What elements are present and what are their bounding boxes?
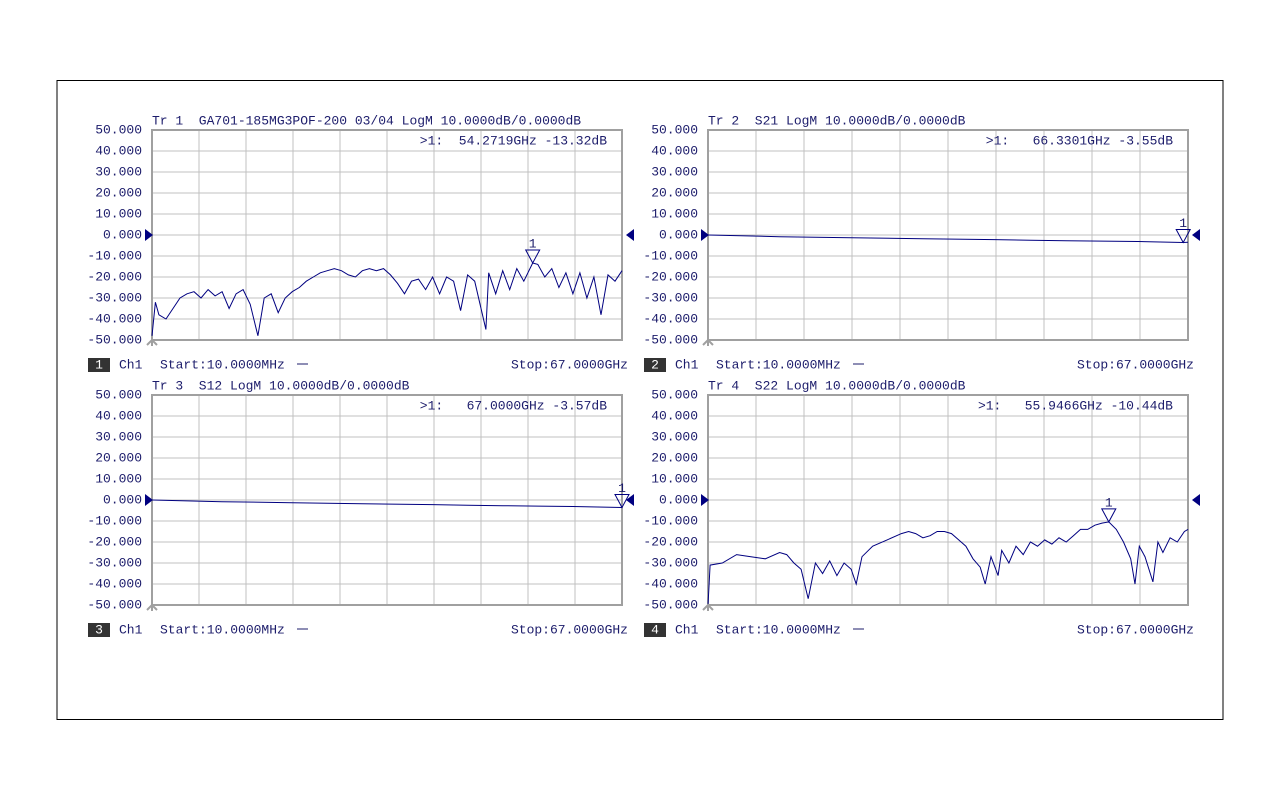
reference-arrow <box>145 229 153 241</box>
y-tick-label: -20.000 <box>87 534 142 549</box>
y-tick-label: 40.000 <box>95 143 142 158</box>
start-indicator <box>146 338 158 346</box>
marker-label: 1 <box>529 236 537 251</box>
y-tick-label: 0.000 <box>659 492 698 507</box>
start-label: Start:10.0000MHz <box>160 357 285 372</box>
y-tick-label: 20.000 <box>95 185 142 200</box>
y-tick-label: -20.000 <box>643 269 698 284</box>
stop-label: Stop:67.0000GHz <box>511 622 628 637</box>
y-tick-label: 50.000 <box>651 122 698 137</box>
start-label: Start:10.0000MHz <box>160 622 285 637</box>
y-tick-label: 20.000 <box>95 450 142 465</box>
y-tick-label: -20.000 <box>87 269 142 284</box>
y-tick-label: -10.000 <box>87 248 142 263</box>
y-tick-label: -50.000 <box>643 332 698 347</box>
reference-arrow <box>626 229 634 241</box>
trace-number: 2 <box>651 357 659 372</box>
start-indicator <box>146 603 158 611</box>
reference-arrow <box>701 229 709 241</box>
y-tick-label: 50.000 <box>95 387 142 402</box>
y-tick-label: -40.000 <box>643 576 698 591</box>
y-tick-label: 40.000 <box>95 408 142 423</box>
y-tick-label: -30.000 <box>87 290 142 305</box>
trace <box>707 234 1189 244</box>
reference-arrow <box>1192 494 1200 506</box>
y-tick-label: 30.000 <box>651 429 698 444</box>
reference-arrow <box>701 494 709 506</box>
marker-label: 1 <box>618 481 626 496</box>
y-tick-label: 0.000 <box>659 227 698 242</box>
y-tick-label: -10.000 <box>87 513 142 528</box>
channel-label: Ch1 <box>675 622 699 637</box>
start-label: Start:10.0000MHz <box>716 357 841 372</box>
trace-number: 1 <box>95 357 103 372</box>
trace-number: 3 <box>95 622 103 637</box>
y-tick-label: -10.000 <box>643 248 698 263</box>
y-tick-label: -20.000 <box>643 534 698 549</box>
marker-readout: >1: 55.9466GHz -10.44dB <box>978 398 1173 413</box>
channel-label: Ch1 <box>119 357 143 372</box>
y-tick-label: 50.000 <box>651 387 698 402</box>
trace <box>151 499 623 508</box>
y-tick-label: 10.000 <box>95 471 142 486</box>
y-tick-label: -40.000 <box>87 576 142 591</box>
reference-arrow <box>626 494 634 506</box>
stop-label: Stop:67.0000GHz <box>511 357 628 372</box>
trace-title: Tr 3 S12 LogM 10.0000dB/0.0000dB <box>152 378 410 393</box>
y-tick-label: -30.000 <box>643 290 698 305</box>
y-tick-label: 40.000 <box>651 408 698 423</box>
trace-number: 4 <box>651 622 659 637</box>
trace-title: Tr 4 S22 LogM 10.0000dB/0.0000dB <box>708 378 966 393</box>
marker <box>1100 508 1117 523</box>
y-tick-label: 20.000 <box>651 185 698 200</box>
marker-label: 1 <box>1105 495 1113 510</box>
trace-title: Tr 1 GA701-185MG3POF-200 03/04 LogM 10.0… <box>152 113 581 128</box>
y-tick-label: -40.000 <box>87 311 142 326</box>
trace-number-box <box>644 358 666 372</box>
marker <box>524 249 541 265</box>
y-tick-label: -30.000 <box>87 555 142 570</box>
y-tick-label: -40.000 <box>643 311 698 326</box>
marker-readout: >1: 66.3301GHz -3.55dB <box>986 133 1173 148</box>
trace-number-box <box>644 623 666 637</box>
y-tick-label: 30.000 <box>651 164 698 179</box>
reference-arrow <box>1192 229 1200 241</box>
y-tick-label: 10.000 <box>651 206 698 221</box>
trace <box>707 521 1189 606</box>
marker-readout: >1: 67.0000GHz -3.57dB <box>420 398 607 413</box>
y-tick-label: 10.000 <box>651 471 698 486</box>
stop-label: Stop:67.0000GHz <box>1077 357 1194 372</box>
stop-label: Stop:67.0000GHz <box>1077 622 1194 637</box>
channel-label: Ch1 <box>119 622 143 637</box>
reference-arrow <box>145 494 153 506</box>
y-tick-label: 0.000 <box>103 227 142 242</box>
y-tick-label: -50.000 <box>87 332 142 347</box>
frame <box>56 80 1224 720</box>
marker <box>614 493 630 509</box>
trace-number-box <box>88 623 110 637</box>
y-tick-label: -30.000 <box>643 555 698 570</box>
y-tick-label: -50.000 <box>87 597 142 612</box>
trace-title: Tr 2 S21 LogM 10.0000dB/0.0000dB <box>708 113 966 128</box>
start-indicator <box>702 603 714 611</box>
y-tick-label: -50.000 <box>643 597 698 612</box>
y-tick-label: 0.000 <box>103 492 142 507</box>
y-tick-label: 10.000 <box>95 206 142 221</box>
y-tick-label: 20.000 <box>651 450 698 465</box>
y-tick-label: 40.000 <box>651 143 698 158</box>
trace-number-box <box>88 358 110 372</box>
marker-readout: >1: 54.2719GHz -13.32dB <box>420 133 607 148</box>
marker-label: 1 <box>1179 216 1187 231</box>
y-tick-label: 50.000 <box>95 122 142 137</box>
y-tick-label: -10.000 <box>643 513 698 528</box>
marker <box>1175 228 1192 244</box>
y-tick-label: 30.000 <box>95 429 142 444</box>
y-tick-label: 30.000 <box>95 164 142 179</box>
trace <box>151 262 623 336</box>
start-label: Start:10.0000MHz <box>716 622 841 637</box>
channel-label: Ch1 <box>675 357 699 372</box>
start-indicator <box>702 338 714 346</box>
